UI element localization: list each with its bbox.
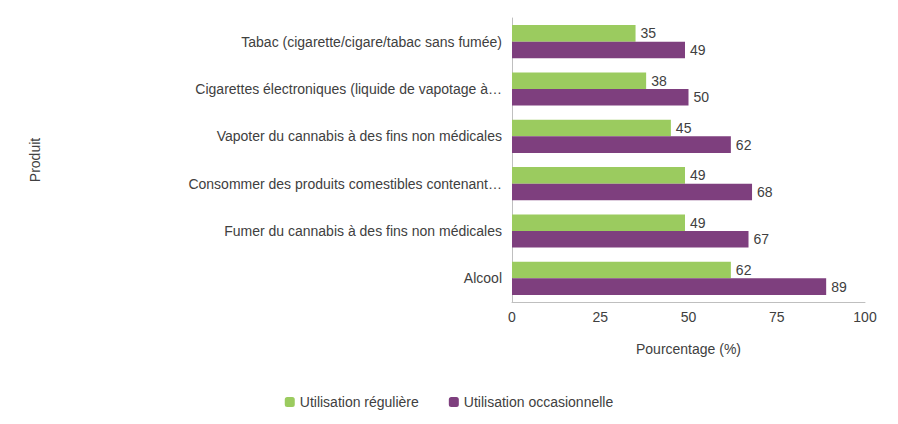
svg-text:35: 35 [641, 25, 657, 41]
svg-text:Utilisation occasionnelle: Utilisation occasionnelle [464, 394, 614, 410]
svg-text:75: 75 [769, 309, 785, 325]
svg-text:Fumer du cannabis à des fins n: Fumer du cannabis à des fins non médical… [224, 223, 502, 239]
svg-text:67: 67 [754, 231, 770, 247]
svg-text:50: 50 [694, 89, 710, 105]
svg-text:Produit: Produit [27, 138, 43, 182]
svg-text:62: 62 [736, 262, 752, 278]
svg-text:Utilisation régulière: Utilisation régulière [300, 394, 419, 410]
svg-text:62: 62 [736, 137, 752, 153]
svg-text:38: 38 [651, 73, 667, 89]
svg-text:49: 49 [690, 215, 706, 231]
svg-text:45: 45 [676, 120, 692, 136]
svg-text:49: 49 [690, 42, 706, 58]
svg-text:49: 49 [690, 167, 706, 183]
svg-text:Cigarettes électroniques (liqu: Cigarettes électroniques (liquide de vap… [195, 81, 502, 97]
svg-text:25: 25 [592, 309, 608, 325]
svg-text:0: 0 [508, 309, 516, 325]
svg-text:50: 50 [681, 309, 697, 325]
svg-text:Tabac (cigarette/cigare/tabac: Tabac (cigarette/cigare/tabac sans fumée… [241, 34, 502, 50]
svg-text:Consommer des produits comesti: Consommer des produits comestibles conte… [188, 176, 502, 192]
svg-text:Pourcentage (%): Pourcentage (%) [636, 341, 741, 357]
svg-text:Alcool: Alcool [464, 270, 502, 286]
svg-text:89: 89 [831, 279, 847, 295]
svg-text:68: 68 [757, 184, 773, 200]
svg-text:Vapoter du cannabis à des fins: Vapoter du cannabis à des fins non médic… [217, 128, 502, 144]
svg-text:100: 100 [853, 309, 877, 325]
